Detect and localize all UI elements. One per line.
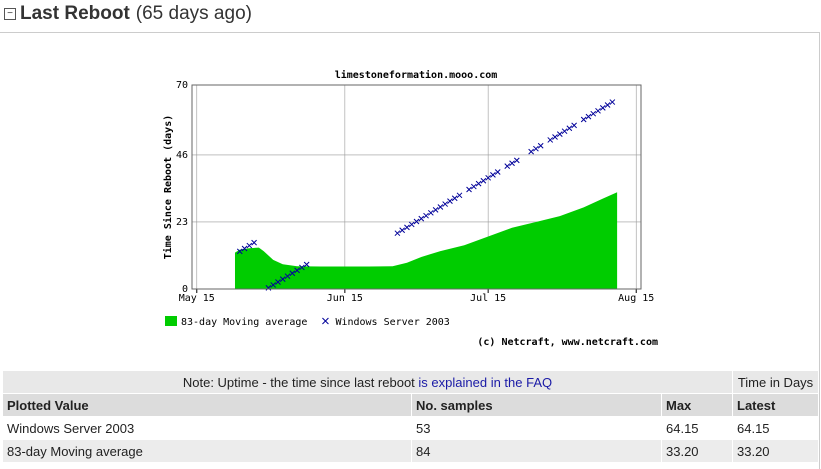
uptime-point [279, 276, 286, 282]
y-tick-label: 46 [176, 150, 188, 161]
uptime-point [404, 224, 410, 231]
uptime-point [490, 172, 496, 178]
stats-table: Note: Uptime - the time since last reboo… [2, 370, 819, 463]
uptime-point [585, 113, 592, 120]
legend-swatch [322, 317, 329, 325]
uptime-point [394, 230, 401, 237]
note: Note: Uptime - the time since last reboo… [2, 370, 733, 394]
column-header: Plotted Value [2, 393, 412, 417]
uptime-point [275, 279, 281, 285]
y-tick-label: 0 [182, 284, 188, 295]
uptime-point [303, 261, 310, 268]
uptime-point [533, 145, 539, 152]
faq-link[interactable]: is explained in the FAQ [418, 374, 553, 390]
uptime-point [423, 212, 429, 219]
uptime-point [447, 198, 453, 204]
column-header: Latest [732, 393, 819, 417]
uptime-point [299, 264, 305, 271]
uptime-point [289, 270, 296, 277]
cell: 84 [411, 439, 662, 463]
uptime-point [470, 183, 477, 190]
note-text: Note: Uptime - the time since last reboo… [182, 374, 415, 390]
legend-swatch [165, 316, 177, 326]
chart: limestoneformation.mooo.com Time Since R… [162, 69, 658, 348]
cell: 64.15 [732, 416, 819, 440]
cell: 53 [411, 416, 662, 440]
chart-title: limestoneformation.mooo.com [335, 69, 498, 81]
uptime-point [442, 201, 449, 207]
uptime-point [427, 209, 434, 216]
uptime-point [556, 131, 563, 137]
uptime-point [494, 169, 501, 175]
column-header: No. samples [411, 393, 662, 417]
cell: 64.15 [661, 416, 733, 440]
panel-frame [0, 32, 820, 469]
moving-average-area [234, 192, 618, 289]
uptime-point [547, 137, 554, 143]
uptime-point [294, 267, 300, 274]
uptime-point [595, 107, 601, 114]
uptime-point [456, 192, 463, 199]
cell: 33.20 [732, 439, 819, 463]
units: Time in Days [732, 370, 819, 394]
uptime-point [236, 248, 243, 255]
uptime-point [265, 284, 272, 291]
uptime-point [399, 227, 406, 234]
section-header: − Last Reboot (65 days ago) [4, 3, 252, 25]
x-tick-label: Aug 15 [618, 293, 654, 304]
uptime-point [437, 204, 444, 210]
x-tick-label: Jul 15 [470, 293, 506, 304]
column-header: Max [661, 393, 733, 417]
uptime-point [561, 128, 568, 135]
cell: Windows Server 2003 [2, 416, 412, 440]
collapse-icon[interactable]: − [4, 8, 16, 20]
uptime-point [451, 195, 458, 202]
uptime-point [571, 122, 577, 129]
legend-label: 83-day Moving average [181, 317, 307, 328]
x-tick-label: Jun 15 [327, 293, 363, 304]
legend-label: Windows Server 2003 [335, 317, 449, 328]
y-axis-label: Time Since Reboot (days) [162, 115, 174, 260]
uptime-point [241, 245, 248, 252]
uptime-point [246, 242, 253, 249]
x-tick-label: May 15 [179, 293, 215, 304]
uptime-point [418, 215, 425, 222]
uptime-point [590, 110, 597, 117]
section-subtitle: (65 days ago) [135, 3, 252, 24]
credit: (c) Netcraft, www.netcraft.com [477, 337, 658, 348]
uptime-point [413, 218, 420, 225]
uptime-point [552, 134, 558, 140]
uptime-point [509, 160, 515, 167]
uptime-point [485, 174, 492, 181]
uptime-point [408, 221, 415, 228]
uptime-point [251, 239, 257, 246]
uptime-point [504, 163, 511, 170]
cell: 83-day Moving average [2, 439, 412, 463]
cell: 33.20 [661, 439, 733, 463]
uptime-point [513, 157, 520, 164]
section-title: Last Reboot [20, 3, 130, 24]
uptime-point [566, 125, 573, 132]
uptime-point [599, 105, 606, 111]
plot-border [191, 84, 642, 290]
uptime-point [284, 273, 291, 280]
uptime-point [466, 186, 472, 193]
uptime-point [432, 207, 439, 213]
uptime-point [480, 177, 487, 184]
uptime-point [475, 180, 482, 187]
y-tick-label: 70 [176, 80, 188, 91]
uptime-point [604, 102, 611, 108]
uptime-point [537, 142, 544, 149]
uptime-point [609, 99, 616, 105]
uptime-point [528, 148, 534, 155]
uptime-point [580, 116, 587, 123]
uptime-point [270, 282, 277, 288]
y-tick-label: 23 [176, 217, 188, 228]
